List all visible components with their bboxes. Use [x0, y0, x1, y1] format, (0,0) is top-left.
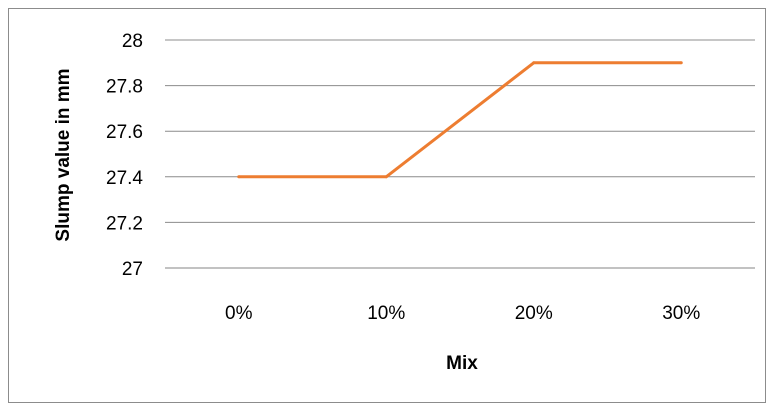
- y-tick-label: 27.4: [106, 168, 143, 189]
- y-tick-label: 27: [122, 259, 143, 280]
- x-tick-labels: 0% 10% 20% 30%: [225, 303, 700, 324]
- data-point: [532, 61, 536, 65]
- series-line: [238, 61, 682, 179]
- chart-frame: [8, 8, 766, 403]
- x-tick-label: 0%: [225, 303, 253, 324]
- x-tick-label: 30%: [662, 303, 700, 324]
- data-point: [679, 61, 683, 65]
- y-tick-label: 27.6: [106, 122, 143, 143]
- y-tick-labels: 27 27.2 27.4 27.6 27.8 28: [106, 31, 143, 280]
- y-axis-title: Slump value in mm: [53, 68, 74, 241]
- x-axis-title: Mix: [446, 353, 478, 374]
- y-tick-label: 28: [122, 31, 143, 52]
- data-point: [237, 175, 241, 179]
- data-point: [384, 175, 388, 179]
- series-lines: [237, 61, 683, 179]
- y-tick-label: 27.8: [106, 77, 143, 98]
- y-tick-label: 27.2: [106, 213, 143, 234]
- x-tick-label: 20%: [515, 303, 553, 324]
- gridlines: [165, 39, 755, 269]
- x-tick-label: 10%: [367, 303, 405, 324]
